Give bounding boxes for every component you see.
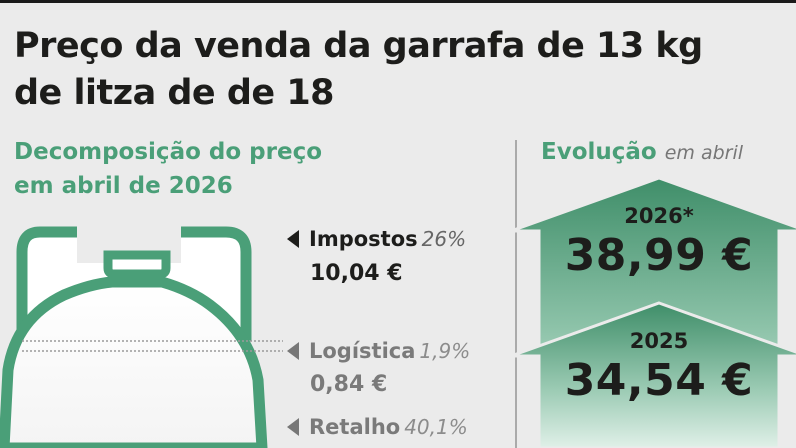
segment-name: Retalho [309, 415, 401, 439]
segment-percent: 1,9% [419, 339, 471, 363]
price-label-2026: 38,99 € [564, 230, 754, 281]
evolution-heading-sub: em abril [664, 142, 744, 164]
segment-value-logistica: 0,84 € [310, 372, 388, 397]
segment-name: Impostos [309, 227, 418, 251]
gas-cylinder-icon [0, 218, 283, 448]
segment-percent: 40,1% [404, 415, 468, 439]
segment-impostos: Impostos 26% [287, 229, 466, 250]
page-title-line-2: de litza de de 18 [14, 73, 335, 113]
year-label-2025: 2025 [629, 329, 689, 353]
price-label-2025: 34,54 € [564, 355, 754, 406]
valve [103, 250, 171, 279]
breakdown-heading-line-2: em abril de 2026 [14, 173, 233, 199]
column-divider [515, 140, 517, 448]
pointer-icon [287, 418, 299, 436]
cylinder-body [0, 276, 268, 448]
segment-logistica: Logística 1,9% [287, 341, 470, 362]
pointer-icon [287, 342, 299, 360]
page-title-line-1: Preço da venda da garrafa de 13 kg [14, 26, 703, 66]
evolution-bars [510, 176, 796, 448]
segment-name: Logística [309, 339, 416, 363]
evolution-arrow-2025 [510, 301, 796, 448]
evolution-heading: Evolução em abril [541, 141, 743, 164]
segment-percent: 26% [421, 227, 467, 251]
segment-retalho: Retalho 40,1% [287, 417, 468, 438]
breakdown-heading-line-1: Decomposição do preço [14, 139, 323, 165]
top-rule [0, 0, 796, 3]
year-label-2026: 2026* [624, 204, 694, 228]
evolution-heading-main: Evolução [541, 139, 657, 165]
segment-value-impostos: 10,04 € [310, 261, 403, 286]
pointer-icon [287, 230, 299, 248]
